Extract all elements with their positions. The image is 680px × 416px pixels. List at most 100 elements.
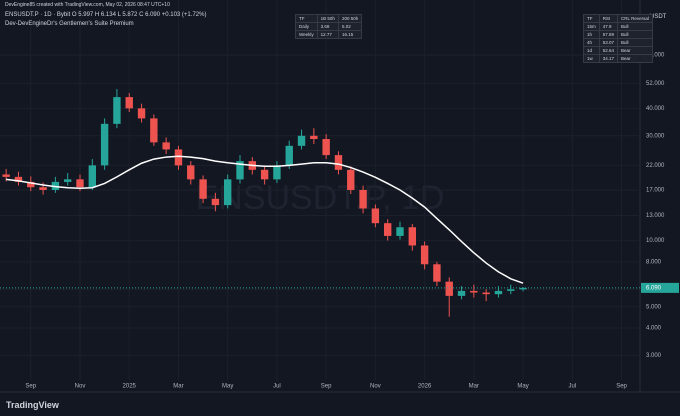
- price-label: 6.090: [646, 285, 662, 291]
- candle-body: [76, 179, 84, 188]
- table-cell: TF: [295, 14, 318, 23]
- right-table: TF RSI CRL Reversal 15m 47.9 Bull 1h 57.89 Bull 4…: [583, 14, 653, 63]
- y-tick-label: 8.000: [646, 259, 662, 265]
- candle-body: [347, 169, 355, 190]
- candle-body: [162, 142, 170, 150]
- table-cell: Bull: [617, 22, 653, 31]
- x-tick-label: Jul: [568, 384, 576, 390]
- candle-body: [297, 135, 306, 146]
- table-cell: 12.77: [316, 30, 339, 39]
- candle-body: [310, 135, 318, 140]
- x-tick-label: Jul: [273, 384, 281, 390]
- candle-body: [224, 179, 232, 206]
- x-tick-label: Sep: [321, 384, 332, 390]
- candle-body: [457, 290, 466, 296]
- candle-body: [88, 165, 96, 188]
- y-tick-label: 30.000: [646, 133, 665, 139]
- candle-body: [507, 289, 515, 291]
- x-tick-label: 2026: [418, 384, 432, 390]
- candle-body: [199, 179, 207, 199]
- table-cell: 1B 50h: [316, 14, 339, 23]
- table-cell: 1w: [583, 54, 600, 63]
- candle-body: [113, 97, 121, 124]
- x-tick-label: Sep: [616, 384, 627, 390]
- x-tick-label: Mar: [469, 384, 479, 390]
- candle-body: [64, 179, 72, 182]
- center-table: TF 1B 50h 200 50h Daily 3.68 5.02 Weekly 12.77 1…: [295, 14, 363, 39]
- candle-body: [384, 223, 392, 236]
- candle-body: [187, 165, 195, 180]
- x-tick-label: 2025: [123, 384, 137, 390]
- candle-body: [27, 181, 35, 188]
- x-tick-label: Nov: [370, 384, 381, 390]
- candle-body: [445, 281, 453, 296]
- y-tick-label: 52.000: [646, 81, 665, 87]
- candle-body: [2, 174, 10, 177]
- table-row: 4h 53.07 Bull: [583, 38, 653, 47]
- candle-body: [433, 264, 441, 282]
- table-row: Weekly 12.77 16.15: [295, 30, 363, 39]
- candle-body: [322, 139, 330, 156]
- candle-body: [420, 245, 429, 265]
- table-cell: Daily: [295, 22, 318, 31]
- y-tick-label: 22.000: [646, 163, 665, 169]
- table-cell: 34.17: [598, 54, 619, 63]
- watermark: ENSUSDT.P, 1D: [196, 179, 445, 217]
- candle-body: [260, 169, 269, 180]
- table-cell: Bull: [617, 30, 653, 39]
- currency: USDT: [650, 14, 667, 20]
- y-tick-label: 10.000: [646, 238, 665, 244]
- candle-body: [396, 227, 404, 236]
- moving-average: [6, 155, 524, 284]
- price-label-bg: [641, 282, 679, 293]
- table-cell: RSI: [598, 14, 619, 23]
- x-tick-label: May: [517, 384, 528, 390]
- y-tick-label: 3.000: [646, 353, 662, 359]
- candle-body: [359, 189, 367, 209]
- table-cell: 16.15: [337, 30, 363, 39]
- table-row: 1d 52.64 Bear: [583, 46, 653, 55]
- table-cell: 1h: [583, 30, 600, 39]
- candle-body: [494, 290, 503, 295]
- y-tick-label: 70.000: [646, 53, 665, 59]
- table-cell: Bear: [617, 54, 653, 63]
- candle-body: [334, 155, 343, 170]
- y-tick-label: 13.000: [646, 213, 665, 219]
- candle-body: [482, 292, 490, 295]
- table-cell: 3.68: [316, 22, 339, 31]
- candle-body: [14, 176, 23, 182]
- candle-body: [174, 149, 183, 166]
- candle-body: [39, 187, 47, 190]
- candle-body: [125, 97, 133, 109]
- table-cell: Bear: [617, 46, 653, 55]
- table-cell: 4h: [583, 38, 600, 47]
- candle-body: [137, 108, 146, 119]
- candle-body: [470, 290, 478, 293]
- y-tick-label: 4.000: [646, 326, 662, 332]
- y-tick-label: 17.000: [646, 188, 665, 194]
- candle-body: [150, 118, 158, 143]
- x-tick-label: Mar: [173, 384, 183, 390]
- table-cell: 53.07: [598, 38, 619, 47]
- table-cell: TF: [583, 14, 600, 23]
- candle-body: [408, 227, 416, 246]
- y-tick-label: 40.000: [646, 106, 665, 112]
- table-cell: 47.9: [598, 22, 619, 31]
- table-cell: Bull: [617, 38, 653, 47]
- candle-body: [100, 123, 109, 166]
- table-row: 1w 34.17 Bear: [583, 54, 653, 63]
- x-tick-label: Nov: [75, 384, 86, 390]
- candle-body: [371, 208, 380, 224]
- x-tick-label: May: [222, 384, 233, 390]
- table-cell: 200 50h: [337, 14, 363, 23]
- table-cell: 15m: [583, 22, 600, 31]
- table-cell: 57.89: [598, 30, 619, 39]
- candle-body: [273, 165, 281, 180]
- table-cell: Weekly: [295, 30, 318, 39]
- indicator-name: Dev-DevEngineDr's Gentlemen's Suite Prem…: [5, 21, 134, 27]
- candle-body: [236, 161, 244, 180]
- table-cell: 5.02: [337, 22, 363, 31]
- table-row: Daily 3.68 5.02: [295, 22, 363, 31]
